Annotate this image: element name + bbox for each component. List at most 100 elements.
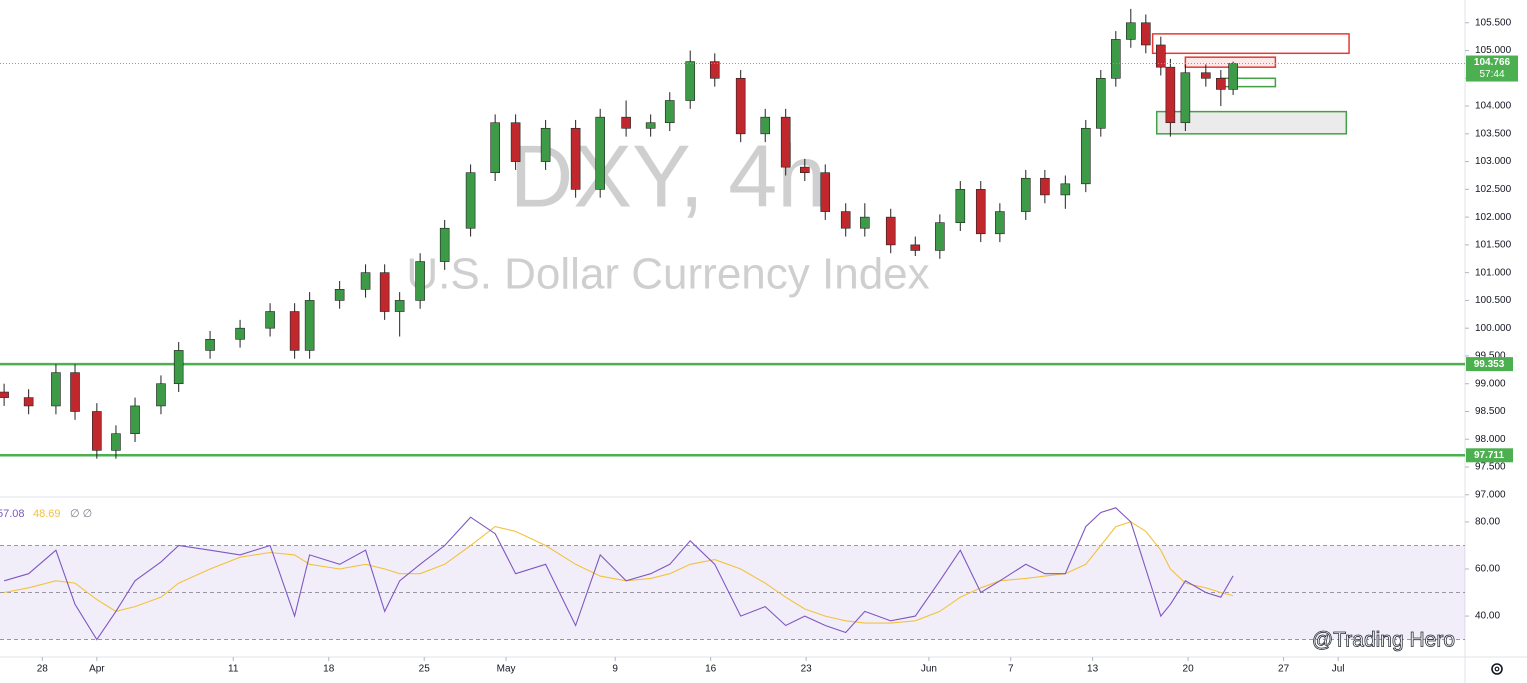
- y-tick-label: 103.000: [1475, 156, 1512, 167]
- rsi-ma-legend-value: 48.69: [33, 508, 61, 520]
- candle-body: [510, 122, 521, 162]
- candle-body: [156, 383, 166, 407]
- candle-body: [289, 311, 300, 351]
- candle-body: [23, 397, 34, 407]
- candle-body: [111, 433, 121, 451]
- candle-body: [621, 116, 631, 129]
- candle-body: [1165, 66, 1176, 124]
- gear-hub: [1494, 666, 1500, 672]
- y-tick-label: 97.000: [1475, 489, 1506, 500]
- candle-body: [51, 372, 61, 407]
- y-tick-label: 100.000: [1475, 323, 1512, 334]
- candle-body: [1020, 177, 1031, 212]
- candle-body: [415, 261, 425, 301]
- x-tick-label: 9: [612, 664, 618, 675]
- candle-body: [780, 116, 791, 168]
- candle-body: [1216, 77, 1226, 90]
- candle-body: [540, 127, 551, 162]
- x-tick-label: 23: [801, 664, 813, 675]
- candle-body: [1201, 72, 1211, 79]
- level-label: 97.711: [1474, 450, 1504, 461]
- x-tick-label: May: [497, 664, 516, 675]
- zone: [1155, 110, 1348, 135]
- level-label: 99.353: [1474, 359, 1505, 370]
- candle-body: [0, 391, 9, 398]
- candle-body: [995, 211, 1005, 235]
- rsi-legend-value: 57.08: [0, 508, 25, 520]
- candle-body: [265, 311, 275, 329]
- rsi-y-tick-label: 60.00: [1475, 564, 1500, 575]
- candle-body: [570, 127, 581, 190]
- level-label-bg: [1466, 357, 1513, 372]
- y-tick-label: 100.500: [1475, 295, 1512, 306]
- y-tick-label: 102.000: [1475, 212, 1512, 223]
- candle-body: [70, 372, 80, 412]
- candle-body: [799, 166, 810, 174]
- countdown: 57:44: [1479, 69, 1504, 80]
- x-tick-label: Jul: [1332, 664, 1345, 675]
- y-tick-label: 98.000: [1475, 434, 1506, 445]
- candle-body: [360, 272, 371, 290]
- x-tick-label: 18: [323, 664, 335, 675]
- candle-body: [910, 244, 921, 251]
- candle-body: [439, 227, 450, 262]
- candle-body: [92, 411, 102, 451]
- candle-body: [1126, 22, 1136, 40]
- x-tick-label: 13: [1087, 664, 1099, 675]
- last-price-label: 104.766: [1474, 57, 1511, 68]
- x-tick-label: 20: [1183, 664, 1195, 675]
- rsi-line: [3, 521, 1234, 624]
- rsi-legend-extra: ∅ ∅: [70, 508, 92, 520]
- y-tick-label: 97.500: [1475, 462, 1506, 473]
- candle-body: [1156, 44, 1166, 68]
- candle-body: [205, 338, 215, 351]
- candle-body: [885, 216, 896, 246]
- candle-body: [1141, 22, 1151, 46]
- rsi-line: [3, 507, 1234, 641]
- candle-body: [645, 122, 656, 129]
- y-tick-label: 99.000: [1475, 378, 1506, 389]
- x-tick-label: 16: [705, 664, 717, 675]
- x-tick-label: Apr: [89, 664, 105, 675]
- level-label-bg: [1466, 448, 1513, 463]
- candle-body: [735, 77, 746, 135]
- candle-body: [1228, 63, 1238, 90]
- candle-body: [595, 116, 605, 190]
- author-watermark: @Trading Hero: [1312, 629, 1455, 652]
- candle-body: [935, 222, 945, 251]
- candle-body: [664, 100, 675, 124]
- candle-body: [465, 172, 476, 229]
- x-tick-label: 27: [1278, 664, 1290, 675]
- candle-body: [709, 61, 720, 79]
- y-tick-label: 105.500: [1475, 17, 1512, 28]
- y-tick-label: 99.500: [1475, 351, 1506, 362]
- candle-body: [334, 289, 345, 301]
- settings-icon[interactable]: [1491, 663, 1503, 675]
- watermark-title: DXY, 4h: [510, 126, 826, 225]
- watermark-subtitle: U.S. Dollar Currency Index: [406, 250, 929, 299]
- candle-body: [840, 211, 851, 229]
- rsi-y-tick-label: 40.00: [1475, 611, 1500, 622]
- y-tick-label: 104.000: [1475, 101, 1512, 112]
- candle-body: [1095, 77, 1106, 129]
- candle-body: [1060, 183, 1071, 196]
- candle-body: [235, 327, 245, 340]
- y-tick-label: 105.000: [1475, 45, 1512, 56]
- candle-body: [1180, 72, 1191, 124]
- x-tick-label: 7: [1008, 664, 1014, 675]
- x-tick-label: 28: [37, 664, 49, 675]
- y-tick-label: 101.500: [1475, 240, 1512, 251]
- x-tick-label: 11: [228, 664, 239, 675]
- candle-body: [820, 172, 831, 212]
- candle-body: [173, 350, 184, 385]
- candle-body: [1040, 177, 1050, 196]
- zone: [1151, 33, 1350, 55]
- candle-body: [130, 405, 140, 434]
- candle-body: [379, 272, 390, 312]
- x-tick-label: 25: [419, 664, 431, 675]
- x-tick-label: Jun: [921, 664, 937, 675]
- candle-body: [1080, 127, 1091, 185]
- candle-body: [1111, 39, 1121, 79]
- candle-body: [860, 216, 870, 229]
